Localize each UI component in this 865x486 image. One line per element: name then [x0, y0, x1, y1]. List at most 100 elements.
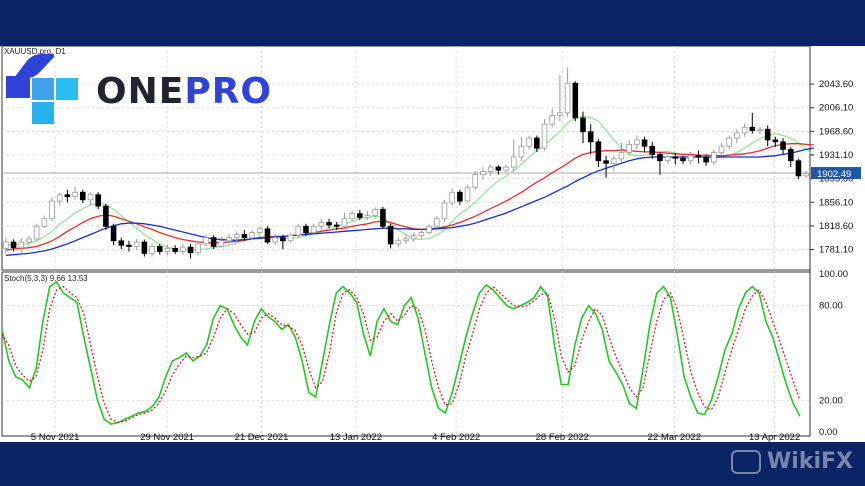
wikifx-watermark: WikiFX: [731, 449, 853, 474]
candle-bull: [403, 238, 409, 242]
stoch-panel-border: [1, 271, 811, 437]
candle-bear: [357, 213, 363, 218]
candle-bull: [449, 191, 455, 204]
candle-bear: [303, 225, 309, 233]
candle-bear: [680, 157, 686, 162]
candle-bull: [664, 156, 671, 162]
stoch-label: Stoch(5,3,3) 9.66 13.53: [4, 274, 88, 283]
moving-average-line: [5, 143, 814, 251]
candle-bear: [457, 191, 463, 202]
candle-bear: [326, 222, 332, 226]
grid-layer: [1, 46, 811, 437]
stoch-tick-label: 80.00: [819, 301, 843, 312]
candle-bull: [233, 234, 240, 239]
candle-bear: [241, 234, 248, 239]
candle-bull: [510, 156, 517, 168]
onepro-wordmark: ONEPRO: [96, 74, 272, 110]
current-price-badge: [811, 167, 861, 180]
chart-frame: 2043.60 2006.10 1968.60 1931.10 1893.60 1856.…: [0, 46, 865, 442]
candle-bull: [564, 82, 571, 114]
candle-bull: [218, 240, 225, 247]
candle-bear: [156, 246, 163, 252]
candle-bull: [487, 166, 494, 172]
candle-bull: [295, 225, 302, 236]
candle-bear: [64, 194, 71, 198]
candle-bull: [610, 158, 617, 164]
moving-average-layer: [5, 115, 815, 256]
candle-bull: [711, 152, 717, 163]
candle-bear: [187, 246, 194, 254]
time-tick-label: 4 Feb 2022: [432, 432, 480, 442]
candle-bull: [441, 202, 448, 220]
candle-bear: [210, 237, 217, 247]
candle-bull: [518, 145, 525, 158]
onepro-logo-mark-icon: [6, 54, 78, 124]
candle-bull: [741, 126, 748, 134]
stoch-tick-label: 20.00: [819, 395, 843, 406]
candle-bear: [641, 139, 648, 147]
candle-bull: [757, 128, 763, 131]
candle-bull: [257, 228, 263, 233]
candle-bull: [464, 186, 471, 202]
stoch-signal-line: [1, 285, 801, 424]
candle-layer: [3, 67, 809, 259]
time-tick-label: 13 Jan 2022: [330, 432, 382, 442]
candle-bull: [433, 218, 440, 227]
candle-bull: [3, 241, 9, 249]
candle-bull: [718, 145, 725, 153]
candle-bear: [572, 82, 579, 119]
candle-bull: [164, 247, 171, 252]
candle-bear: [126, 244, 132, 247]
candle-bull: [203, 237, 209, 245]
stochastic-layer: [1, 280, 801, 425]
candle-bull: [149, 246, 155, 254]
time-tick-label: 29 Nov 2021: [140, 432, 194, 442]
candle-bull: [372, 208, 379, 216]
candle-bull: [418, 232, 425, 237]
candle-bull: [526, 137, 532, 147]
stoch-tick-label: 100.00: [819, 269, 848, 280]
candle-bull: [341, 218, 348, 227]
candle-bull: [180, 246, 186, 252]
time-tick-label: 22 Mar 2022: [648, 432, 701, 442]
candle-bull: [626, 143, 632, 153]
candle-bear: [672, 156, 679, 159]
candle-bear: [580, 117, 586, 133]
stoch-main-line: [1, 280, 801, 425]
candle-bull: [395, 240, 402, 245]
candle-bull: [249, 232, 255, 239]
candle-bull: [472, 174, 479, 188]
candle-bear: [333, 224, 340, 227]
candle-bull: [226, 237, 232, 242]
candle-bear: [795, 160, 802, 177]
candle-bull: [726, 137, 732, 147]
candle-bull: [410, 235, 417, 240]
candle-bull: [803, 172, 809, 177]
candle-bear: [387, 225, 394, 245]
candle-bear: [280, 237, 286, 242]
candle-bear: [103, 205, 109, 227]
candle-bear: [141, 241, 148, 254]
candle-bull: [734, 132, 740, 139]
candle-bull: [33, 225, 40, 240]
candle-bull: [541, 123, 548, 149]
price-tick-label: 1893.60: [819, 174, 853, 185]
candle-bear: [118, 240, 125, 246]
watermark-text: WikiFX: [767, 449, 853, 474]
time-tick-label: 13 Apr 2022: [749, 432, 800, 442]
candle-bull: [634, 139, 640, 145]
price-tick-label: 1818.60: [819, 221, 853, 232]
candle-bull: [287, 234, 294, 242]
price-tick-label: 1931.10: [819, 150, 853, 161]
candle-bear: [172, 247, 178, 252]
price-tick-label: 1968.60: [819, 126, 853, 137]
candle-bull: [18, 241, 25, 249]
candle-bull: [503, 166, 509, 171]
candle-bull: [549, 114, 555, 125]
symbol-label: XAUUSD.pro, D1: [4, 47, 66, 56]
candle-bear: [649, 145, 656, 155]
wikifx-logo-icon: [731, 449, 762, 474]
candle-bull: [364, 215, 371, 218]
candle-bull: [56, 194, 63, 202]
candle-bear: [534, 137, 540, 149]
